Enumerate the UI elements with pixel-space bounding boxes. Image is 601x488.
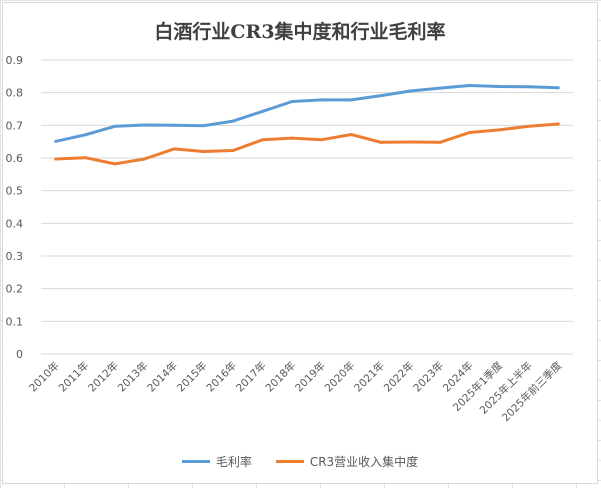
x-tick-label-11: 2021年 (351, 359, 387, 395)
plot-svg: 00.10.20.30.40.50.60.70.80.92010年2011年20… (6, 54, 573, 424)
data-point-1-15 (497, 128, 501, 132)
x-tick-label-12: 2022年 (381, 359, 417, 395)
x-tick-label-10: 2020年 (322, 359, 358, 395)
y-tick-label-9: 0.9 (6, 54, 24, 67)
legend-swatch-0 (181, 460, 210, 463)
data-point-0-4 (172, 123, 176, 127)
x-tick-label-6: 2016年 (204, 359, 240, 395)
data-point-0-6 (231, 119, 235, 123)
x-tick-label-4: 2014年 (145, 359, 181, 395)
data-point-1-16 (527, 124, 531, 128)
data-point-1-4 (172, 147, 176, 151)
data-point-0-12 (408, 89, 412, 93)
data-point-1-2 (113, 162, 117, 166)
data-point-0-13 (438, 86, 442, 90)
data-point-1-10 (349, 132, 353, 136)
data-point-1-6 (231, 148, 235, 152)
series-line-0 (54, 84, 560, 143)
data-point-0-0 (54, 139, 58, 143)
data-point-1-9 (320, 138, 324, 142)
x-tick-label-2: 2012年 (85, 359, 121, 395)
legend-label-1: CR3营业收入集中度 (309, 455, 419, 469)
y-tick-label-2: 0.2 (6, 283, 24, 296)
data-point-1-3 (142, 157, 146, 161)
data-point-1-8 (290, 136, 294, 140)
data-point-1-7 (261, 138, 265, 142)
data-point-1-17 (556, 122, 560, 126)
data-point-0-15 (497, 84, 501, 88)
y-tick-label-8: 0.8 (6, 87, 24, 100)
data-point-0-14 (468, 83, 472, 87)
data-point-0-7 (261, 109, 265, 113)
y-tick-label-0: 0 (16, 348, 23, 361)
data-point-0-5 (202, 124, 206, 128)
x-tick-label-5: 2015年 (174, 359, 210, 395)
legend-item-1[interactable]: CR3营业收入集中度 (275, 453, 419, 470)
data-point-0-10 (349, 98, 353, 102)
data-point-1-12 (408, 140, 412, 144)
x-tick-label-8: 2018年 (263, 359, 299, 395)
data-point-0-8 (290, 99, 294, 103)
x-tick-label-7: 2017年 (233, 359, 269, 395)
x-tick-label-9: 2019年 (292, 359, 328, 395)
y-tick-label-3: 0.3 (6, 250, 24, 263)
x-tick-label-0: 2010年 (26, 359, 62, 395)
y-tick-label-1: 0.1 (6, 315, 24, 328)
data-point-0-17 (556, 86, 560, 90)
series-line-1 (54, 122, 560, 166)
x-tick-label-15: 2025年1季度 (450, 359, 505, 414)
data-point-0-9 (320, 98, 324, 102)
y-tick-label-4: 0.4 (6, 217, 24, 230)
y-tick-label-7: 0.7 (6, 119, 24, 132)
legend-label-0: 毛利率 (215, 455, 252, 469)
data-point-1-0 (54, 157, 58, 161)
y-tick-label-6: 0.6 (6, 152, 24, 165)
x-tick-label-3: 2013年 (115, 359, 151, 395)
data-point-0-3 (142, 123, 146, 127)
chart-area[interactable]: 白酒行业CR3集中度和行业毛利率 0 0.1 0.2 0.3 0.4 0.5 0.6 0.7 0… (2, 2, 598, 484)
data-point-1-1 (83, 156, 87, 160)
legend-swatch-1 (275, 460, 304, 463)
data-point-0-1 (83, 133, 87, 137)
x-tick-label-16: 2025年上半年 (477, 359, 535, 417)
legend-item-0[interactable]: 毛利率 (181, 453, 252, 470)
chart-title: 白酒行业CR3集中度和行业毛利率 (154, 21, 446, 43)
data-point-0-2 (113, 124, 117, 128)
x-tick-label-1: 2011年 (56, 359, 92, 395)
y-tick-label-5: 0.5 (6, 185, 24, 198)
data-point-1-13 (438, 140, 442, 144)
data-point-0-11 (379, 94, 383, 98)
data-point-1-5 (202, 149, 206, 153)
data-point-1-14 (468, 131, 472, 135)
x-tick-label-13: 2023年 (411, 359, 447, 395)
data-point-0-16 (527, 85, 531, 89)
legend[interactable]: 毛利率 CR3营业收入集中度 (3, 453, 597, 470)
data-point-1-11 (379, 140, 383, 144)
